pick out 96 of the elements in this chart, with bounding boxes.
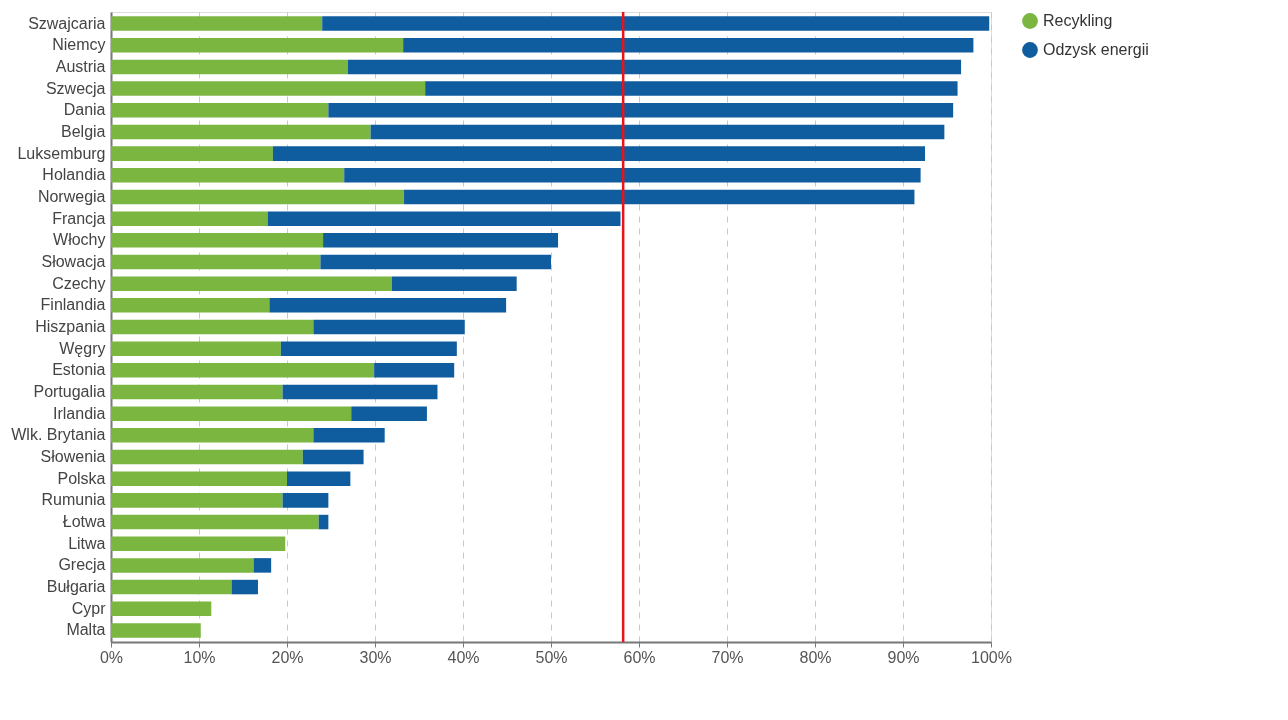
bar xyxy=(370,124,945,140)
y-tick-label: Dania xyxy=(63,101,106,119)
y-tick-label: Norwegia xyxy=(37,187,106,205)
bar xyxy=(280,341,457,356)
bar xyxy=(313,319,465,335)
y-tick-label: Słowacja xyxy=(41,252,106,270)
bar xyxy=(374,363,455,378)
y-tick-label: Austria xyxy=(55,57,106,75)
y-tick-label: Szwajcaria xyxy=(28,14,106,32)
bar xyxy=(111,276,392,291)
bar xyxy=(231,579,258,595)
y-tick-label: Włochy xyxy=(53,231,106,249)
bar xyxy=(322,16,990,31)
bar xyxy=(111,81,426,96)
x-tick-label: 60% xyxy=(623,648,656,666)
y-tick-label: Rumunia xyxy=(41,491,106,509)
bar xyxy=(344,168,921,183)
bar xyxy=(111,363,375,378)
bar xyxy=(111,146,273,161)
bar xyxy=(111,16,323,31)
y-tick-label: Grecja xyxy=(58,556,106,574)
bar xyxy=(320,254,551,270)
x-tick-label: 0% xyxy=(99,648,124,666)
bar xyxy=(111,319,314,335)
y-tick-label: Słowenia xyxy=(40,448,106,466)
y-tick-label: Francja xyxy=(52,209,106,227)
bar xyxy=(111,428,314,443)
bar xyxy=(111,558,254,573)
bar xyxy=(272,146,925,161)
bar xyxy=(313,428,385,443)
bar xyxy=(111,384,283,400)
x-tick-label: 40% xyxy=(447,648,480,666)
x-tick-label: 80% xyxy=(799,648,832,666)
bar xyxy=(267,211,621,226)
bar xyxy=(391,276,517,291)
bar xyxy=(111,514,319,530)
bar xyxy=(282,493,329,508)
bar xyxy=(351,406,427,421)
y-tick-label: Irlandia xyxy=(53,404,106,422)
bar xyxy=(111,579,232,595)
bar xyxy=(111,211,268,226)
y-tick-label: Holandia xyxy=(42,166,106,184)
bar xyxy=(111,168,345,183)
y-tick-label: Cypr xyxy=(71,599,107,617)
bar xyxy=(111,59,348,75)
bar xyxy=(111,406,352,421)
bar xyxy=(253,558,272,573)
bar xyxy=(425,81,958,96)
bar xyxy=(111,341,281,356)
bar xyxy=(328,103,954,118)
bar xyxy=(111,623,201,638)
bar xyxy=(111,493,283,508)
x-tick-label: 30% xyxy=(359,648,392,666)
x-tick-label: 100% xyxy=(971,648,1012,666)
bar xyxy=(111,601,212,616)
bar xyxy=(111,536,286,551)
bar xyxy=(111,38,404,53)
legend-label: Recykling xyxy=(1043,12,1113,29)
x-tick-label: 70% xyxy=(711,648,744,666)
bar xyxy=(111,471,287,486)
y-tick-label: Malta xyxy=(66,621,106,639)
bar xyxy=(111,449,303,465)
legend-label: Odzysk energii xyxy=(1043,41,1149,58)
y-tick-label: Bułgaria xyxy=(46,578,106,596)
bar xyxy=(282,384,438,400)
bar xyxy=(287,471,351,486)
y-tick-label: Niemcy xyxy=(52,36,106,54)
y-tick-label: Wlk. Brytania xyxy=(11,426,106,444)
y-tick-label: Estonia xyxy=(52,361,106,379)
y-tick-label: Hiszpania xyxy=(35,318,106,335)
bar xyxy=(404,189,915,205)
x-tick-label: 10% xyxy=(183,648,216,666)
y-tick-label: Polska xyxy=(57,469,106,487)
bar xyxy=(269,298,507,313)
bar xyxy=(111,254,321,270)
bar xyxy=(111,103,329,118)
y-tick-label: Luksemburg xyxy=(17,144,106,162)
bar xyxy=(403,38,974,53)
bar xyxy=(323,233,559,248)
bar xyxy=(111,233,324,248)
y-tick-label: Portugalia xyxy=(33,383,106,401)
y-tick-label: Finlandia xyxy=(40,296,106,314)
y-tick-label: Węgry xyxy=(59,339,106,357)
x-tick-label: 90% xyxy=(887,648,920,666)
y-tick-label: Belgia xyxy=(61,122,106,140)
x-tick-label: 20% xyxy=(271,648,304,666)
y-tick-label: Łotwa xyxy=(62,513,106,531)
x-tick-label: 50% xyxy=(535,648,568,666)
bar xyxy=(347,59,962,75)
bar xyxy=(111,298,270,313)
bar xyxy=(302,449,364,465)
y-tick-label: Litwa xyxy=(68,534,106,552)
y-tick-label: Czechy xyxy=(52,274,106,292)
y-tick-label: Szwecja xyxy=(45,79,106,97)
bar xyxy=(111,189,405,205)
bar xyxy=(111,124,371,140)
